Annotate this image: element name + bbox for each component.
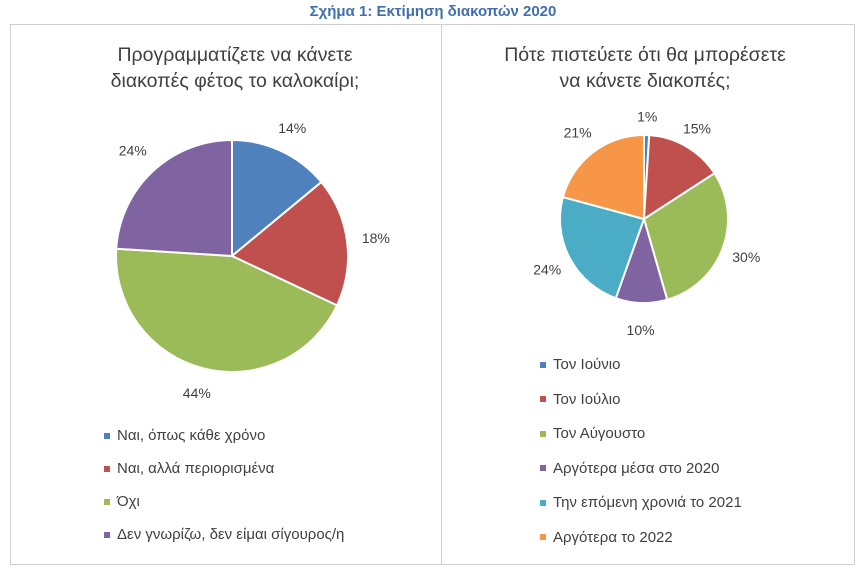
chart-2-legend-item: Την επόμενη χρονιά το 2021 [540,494,742,511]
legend-swatch [540,361,546,368]
chart-1-legend-item: Δεν γνωρίζω, δεν είμαι σίγουρος/η [104,526,344,543]
chart-1-data-label: 18% [362,230,390,246]
legend-swatch [104,432,110,439]
chart-1-data-label: 44% [183,385,211,401]
chart-2-legend-item: Τον Ιούλιο [540,391,620,408]
legend-label: Τον Ιούλιο [553,390,621,408]
legend-label: Τον Ιούνιο [553,356,621,373]
chart-1-legend-item: Ναι, αλλά περιορισμένα [104,460,274,477]
legend-swatch [540,430,546,437]
chart-1-title-line: Προγραμματίζετε να κάνετε [117,44,353,66]
chart-2-legend-item: Τον Αύγουστο [540,425,645,442]
legend-swatch [104,465,110,472]
legend-label: Ναι, αλλά περιορισμένα [117,460,275,477]
chart-2-data-label: 1% [637,109,657,125]
chart-1-slice [231,138,323,259]
chart-2-data-label: 24% [533,262,561,278]
chart-2-slice [642,134,716,221]
chart-1-slice [115,138,233,258]
legend-label: Την επόμενη χρονιά το 2021 [553,494,742,511]
chart-2-data-label: 21% [564,124,592,140]
legend-swatch [104,498,110,505]
chart-1-title: Προγραμματίζετε να κάνετε διακοπές φέτος… [40,42,430,94]
legend-swatch [540,396,546,402]
chart-1-slice [115,247,339,373]
chart-2-title: Πότε πιστεύετε ότι θα μπορέσετε να κάνετ… [450,42,840,94]
chart-2-data-label: 30% [732,249,760,265]
chart-2-data-label: 15% [683,120,711,136]
legend-swatch [540,534,546,540]
legend-swatch [540,465,546,471]
chart-1-data-label: 24% [119,142,147,158]
chart-1-legend-item: Όχι [104,493,140,510]
panel-divider [441,24,442,565]
chart-1-slice [230,180,349,307]
legend-label: Αργότερα το 2022 [553,528,673,546]
legend-label: Δεν γνωρίζω, δεν είμαι σίγουρος/η [117,526,345,543]
legend-label: Ναι, όπως κάθε χρόνο [117,427,266,444]
chart-2-slice [559,195,646,300]
chart-1-data-label: 14% [278,120,306,136]
chart-1-title-line: διακοπές φέτος το καλοκαίρι; [110,70,360,92]
legend-swatch [104,531,110,538]
chart-2-title-line: Πότε πιστεύετε ότι θα μπορέσετε [504,44,786,66]
chart-2-slice [561,133,645,221]
chart-2-legend-item: Αργότερα μέσα στο 2020 [540,460,719,477]
chart-2-legend-item: Τον Ιούνιο [540,356,620,373]
chart-2-data-label: 10% [627,322,655,338]
chart-2-title-line: να κάνετε διακοπές; [559,70,731,92]
chart-1-legend-item: Ναι, όπως κάθε χρόνο [104,427,265,444]
chart-2-legend-item: Αργότερα το 2022 [540,529,673,546]
chart-2-slice [642,171,729,301]
legend-label: Όχι [117,493,140,510]
legend-label: Τον Αύγουστο [553,425,646,442]
legend-swatch [540,499,546,506]
figure-title: Σχήμα 1: Εκτίμηση διακοπών 2020 [309,3,557,20]
legend-label: Αργότερα μέσα στο 2020 [553,459,720,477]
figure-frame [10,24,855,565]
